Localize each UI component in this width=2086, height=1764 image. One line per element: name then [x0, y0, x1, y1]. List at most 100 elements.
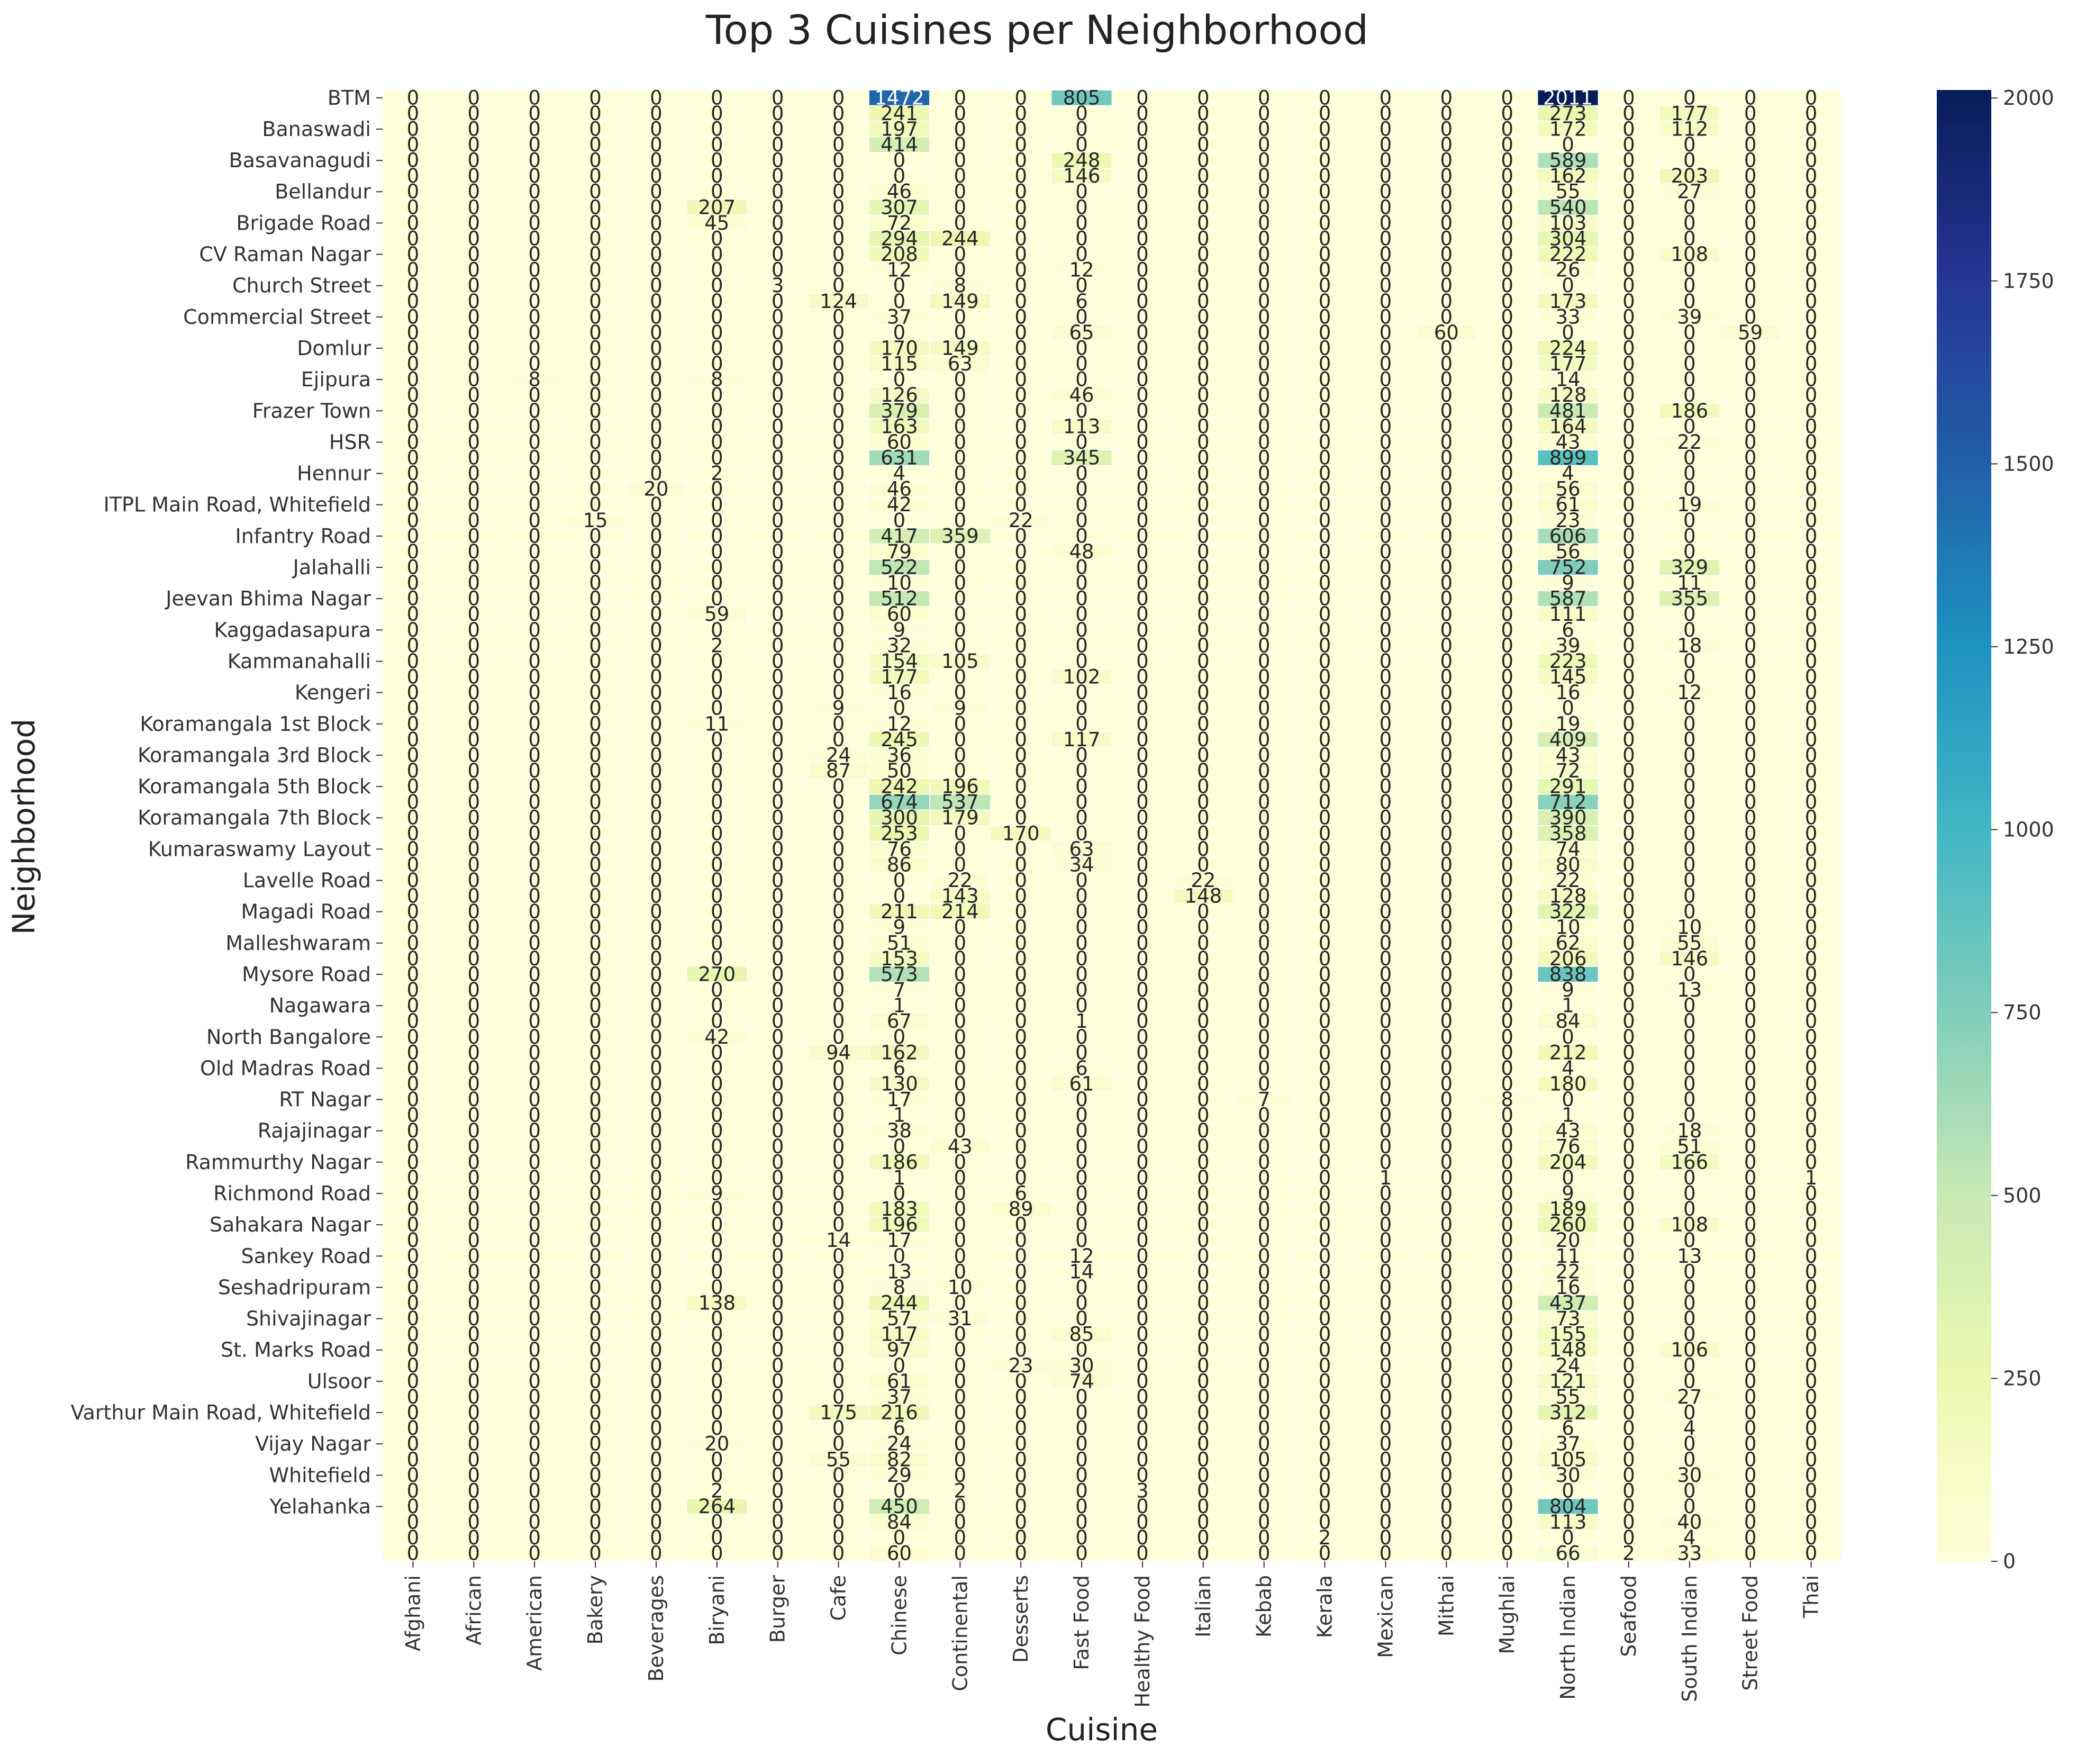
heatmap-cell [929, 356, 991, 373]
y-tick-label: Nagawara [269, 994, 371, 1017]
heatmap-cell [929, 199, 991, 216]
heatmap-cell [1537, 277, 1599, 294]
heatmap-cell [1658, 168, 1720, 185]
heatmap-cell [990, 371, 1052, 388]
heatmap-cell [929, 136, 991, 153]
heatmap-cell [1233, 356, 1295, 373]
heatmap-cell [1537, 356, 1599, 373]
heatmap-cell [443, 261, 505, 278]
heatmap-cell [625, 136, 687, 153]
y-tick-label: Koramangala 1st Block [140, 712, 371, 736]
heatmap-cell [1416, 371, 1477, 388]
heatmap-cell [443, 89, 505, 106]
heatmap-cell [1780, 199, 1842, 216]
heatmap-cell [686, 152, 748, 169]
heatmap-cell [1658, 89, 1720, 106]
heatmap-cell [808, 371, 869, 388]
x-tick-label: South Indian [1678, 1575, 1701, 1702]
heatmap-cell [1598, 121, 1660, 138]
heatmap-cell [1355, 340, 1417, 357]
y-tick-label: Kaggadasapura [214, 618, 371, 641]
heatmap-cell [625, 340, 687, 357]
heatmap-cell [443, 293, 505, 310]
heatmap-cell [747, 105, 809, 122]
heatmap-cell [1172, 89, 1234, 106]
heatmap-cell [1172, 293, 1234, 310]
heatmap-cell [1476, 356, 1538, 373]
y-tick-label: RT Nagar [279, 1088, 371, 1111]
heatmap-cell [1050, 105, 1113, 122]
y-tick-label: Brigade Road [236, 211, 371, 234]
heatmap-cell [1719, 105, 1781, 122]
x-tick-label: Street Food [1739, 1575, 1762, 1691]
heatmap-cell [808, 356, 869, 373]
heatmap-cell [808, 324, 869, 341]
heatmap-cell [1111, 309, 1174, 325]
heatmap-cell [868, 230, 930, 247]
heatmap-cell [808, 387, 869, 404]
y-tick-label: North Bangalore [206, 1025, 371, 1048]
colorbar-gradient [1937, 90, 1991, 1561]
heatmap-cell [1233, 214, 1295, 231]
heatmap-cell [443, 324, 505, 341]
heatmap-cell [990, 261, 1052, 278]
heatmap-cell [929, 387, 991, 404]
heatmap-cell [747, 371, 809, 388]
heatmap-cell [1719, 89, 1781, 106]
x-tick-label: Italian [1192, 1575, 1215, 1638]
heatmap-cell [382, 324, 444, 341]
heatmap-cell [747, 121, 809, 138]
heatmap-cell [504, 324, 566, 341]
colorbar-tick-label: 1500 [2003, 452, 2054, 475]
y-tick-label: HSR [329, 430, 371, 454]
heatmap-cell [1537, 261, 1599, 278]
heatmap-cell [504, 293, 566, 310]
x-tick-label: Fast Food [1070, 1575, 1093, 1670]
heatmap-cell [1476, 340, 1538, 357]
x-tick-label: Thai [1800, 1575, 1823, 1618]
y-tick-label: Shivajinagar [246, 1307, 371, 1331]
x-tick-label: Healthy Food [1131, 1575, 1154, 1707]
heatmap-cell [1355, 356, 1417, 373]
heatmap-cell [1050, 168, 1113, 185]
heatmap-cell [1598, 371, 1660, 388]
heatmap-cell [1233, 277, 1295, 294]
heatmap-cell [1719, 340, 1781, 357]
heatmap-cell [1355, 89, 1417, 106]
heatmap-cell [808, 121, 869, 138]
y-tick-label: Vijay Nagar [255, 1432, 371, 1455]
heatmap-cell [504, 121, 566, 138]
y-tick-label: Lavelle Road [243, 869, 371, 892]
heatmap-cell [1476, 371, 1538, 388]
heatmap-cell [1050, 246, 1113, 263]
heatmap-cell [1537, 246, 1599, 263]
heatmap-cell [1416, 183, 1477, 200]
heatmap-cell [686, 387, 748, 404]
heatmap-cell [1476, 152, 1538, 169]
heatmap-cell [1658, 277, 1720, 294]
heatmap-cell [625, 199, 687, 216]
heatmap-cell [443, 168, 505, 185]
heatmap-cell [1537, 230, 1599, 247]
heatmap-cell [1780, 152, 1842, 169]
heatmap-cell [504, 387, 566, 404]
heatmap-cell [929, 246, 991, 263]
x-tick-label: Bakery [584, 1575, 607, 1645]
x-tick-label: Continental [948, 1575, 972, 1691]
heatmap-cell [686, 89, 748, 106]
heatmap-cell [1780, 371, 1842, 388]
heatmap-cell [1537, 89, 1599, 106]
heatmap-cell [504, 230, 566, 247]
heatmap-cell [1111, 105, 1174, 122]
heatmap-cell [1233, 293, 1295, 310]
heatmap-cell [443, 121, 505, 138]
y-tick-label: Varthur Main Road, Whitefield [70, 1401, 371, 1424]
heatmap-cell [808, 168, 869, 185]
heatmap-cell [1476, 136, 1538, 153]
heatmap-cell [868, 277, 930, 294]
heatmap-cell [504, 152, 566, 169]
heatmap-cell [1416, 121, 1477, 138]
heatmap-cell [1780, 136, 1842, 153]
